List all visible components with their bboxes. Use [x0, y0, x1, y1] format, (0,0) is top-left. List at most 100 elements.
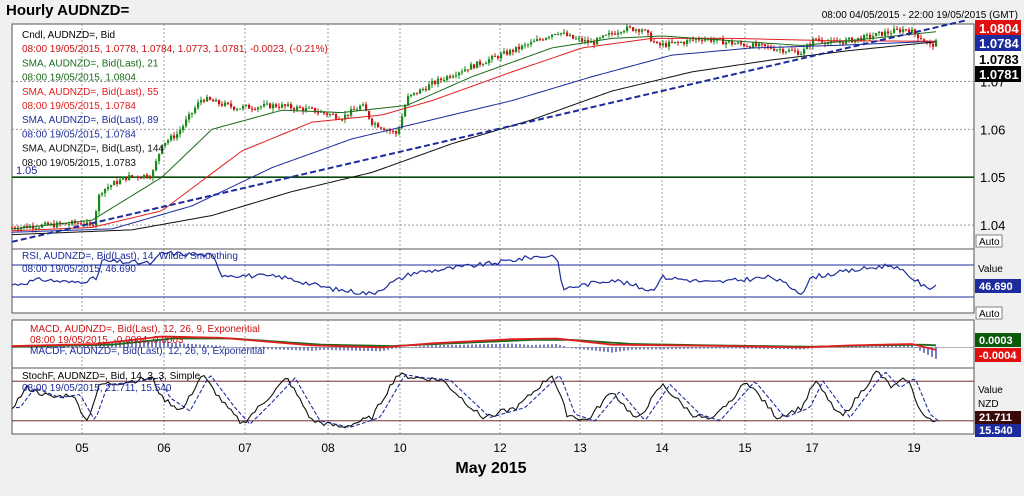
candle	[209, 96, 212, 100]
candle	[281, 104, 284, 108]
candle	[428, 84, 431, 91]
candle	[608, 33, 611, 35]
candle	[554, 33, 557, 35]
candle	[650, 32, 653, 42]
candle	[242, 106, 245, 109]
candle	[119, 179, 122, 184]
candle	[461, 71, 464, 73]
candle	[908, 29, 911, 33]
candle	[857, 37, 860, 40]
candle	[143, 174, 146, 178]
candle	[674, 41, 677, 43]
candle	[713, 40, 716, 42]
candle	[581, 38, 584, 42]
candle	[470, 64, 473, 70]
candle	[182, 125, 185, 131]
candle	[605, 34, 608, 36]
x-tick-label: 14	[655, 441, 669, 455]
candle	[590, 41, 593, 43]
rsi-tag-bg	[975, 279, 1021, 293]
candle	[794, 50, 797, 52]
candle	[176, 134, 179, 139]
candle	[173, 135, 176, 139]
candle	[407, 96, 410, 106]
legend-line: RSI, AUDNZD=, Bid(Last), 14, Wilder Smoo…	[22, 251, 238, 262]
macd-tag: 0.0003	[979, 335, 1013, 347]
candle	[617, 32, 620, 35]
candle	[809, 45, 812, 47]
candle	[245, 104, 248, 107]
candle	[344, 114, 347, 120]
candle	[767, 46, 770, 48]
candle	[230, 103, 233, 107]
candle	[122, 177, 125, 180]
candle	[539, 39, 542, 41]
candle	[254, 109, 257, 111]
candle	[410, 94, 413, 97]
candle	[734, 43, 737, 45]
candle	[101, 193, 104, 195]
candle	[284, 104, 287, 106]
candle	[839, 42, 842, 44]
x-tick-label: 08	[321, 441, 335, 455]
candle	[323, 111, 326, 114]
candle	[476, 61, 479, 69]
candle	[278, 106, 281, 108]
candle	[332, 114, 335, 116]
candle	[269, 103, 272, 109]
candle	[512, 49, 515, 52]
candle	[251, 108, 254, 110]
candle	[884, 31, 887, 36]
candle	[116, 181, 119, 184]
candle	[710, 38, 713, 42]
x-tick-label: 17	[805, 441, 819, 455]
candle	[773, 48, 776, 51]
rsi-auto-button: Auto	[979, 309, 1000, 320]
candle	[473, 64, 476, 69]
candle	[629, 26, 632, 28]
candle	[887, 31, 890, 34]
candle	[740, 42, 743, 44]
candle	[431, 81, 434, 85]
candle	[56, 222, 59, 228]
candle	[35, 228, 38, 230]
candle	[797, 50, 800, 55]
candle	[803, 49, 806, 54]
candle	[398, 128, 401, 134]
candle	[335, 114, 338, 119]
candle	[485, 63, 488, 65]
x-tick-label: 19	[907, 441, 921, 455]
candle	[446, 76, 449, 80]
y-tick-label: 1.05	[980, 170, 1005, 185]
legend-line: 08:00 19/05/2015, 21.711, 15.540	[22, 383, 172, 394]
legends: Cndl, AUDNZD=, Bid 08:00 19/05/2015, 1.07…	[22, 30, 328, 394]
candle	[923, 39, 926, 42]
candle	[80, 223, 83, 225]
candle	[692, 39, 695, 41]
candle	[311, 107, 314, 109]
candle	[641, 29, 644, 32]
candle	[125, 177, 128, 181]
candle	[911, 29, 914, 33]
candle	[377, 123, 380, 128]
stoch-value-header: Value	[978, 385, 1003, 396]
candle	[368, 111, 371, 119]
candle	[401, 116, 404, 129]
candle	[68, 224, 71, 226]
candle	[557, 33, 560, 35]
candle	[437, 78, 440, 84]
candle	[308, 107, 311, 109]
candle	[257, 107, 260, 110]
candle	[302, 107, 305, 111]
candle	[236, 109, 239, 111]
candle	[620, 32, 623, 34]
candle	[422, 89, 425, 91]
candle	[227, 102, 230, 104]
price-tag: 1.0783	[979, 52, 1019, 67]
candle	[107, 187, 110, 189]
sma55-line	[11, 37, 937, 232]
candle	[191, 112, 194, 115]
candle	[545, 37, 548, 40]
candle	[92, 225, 95, 227]
